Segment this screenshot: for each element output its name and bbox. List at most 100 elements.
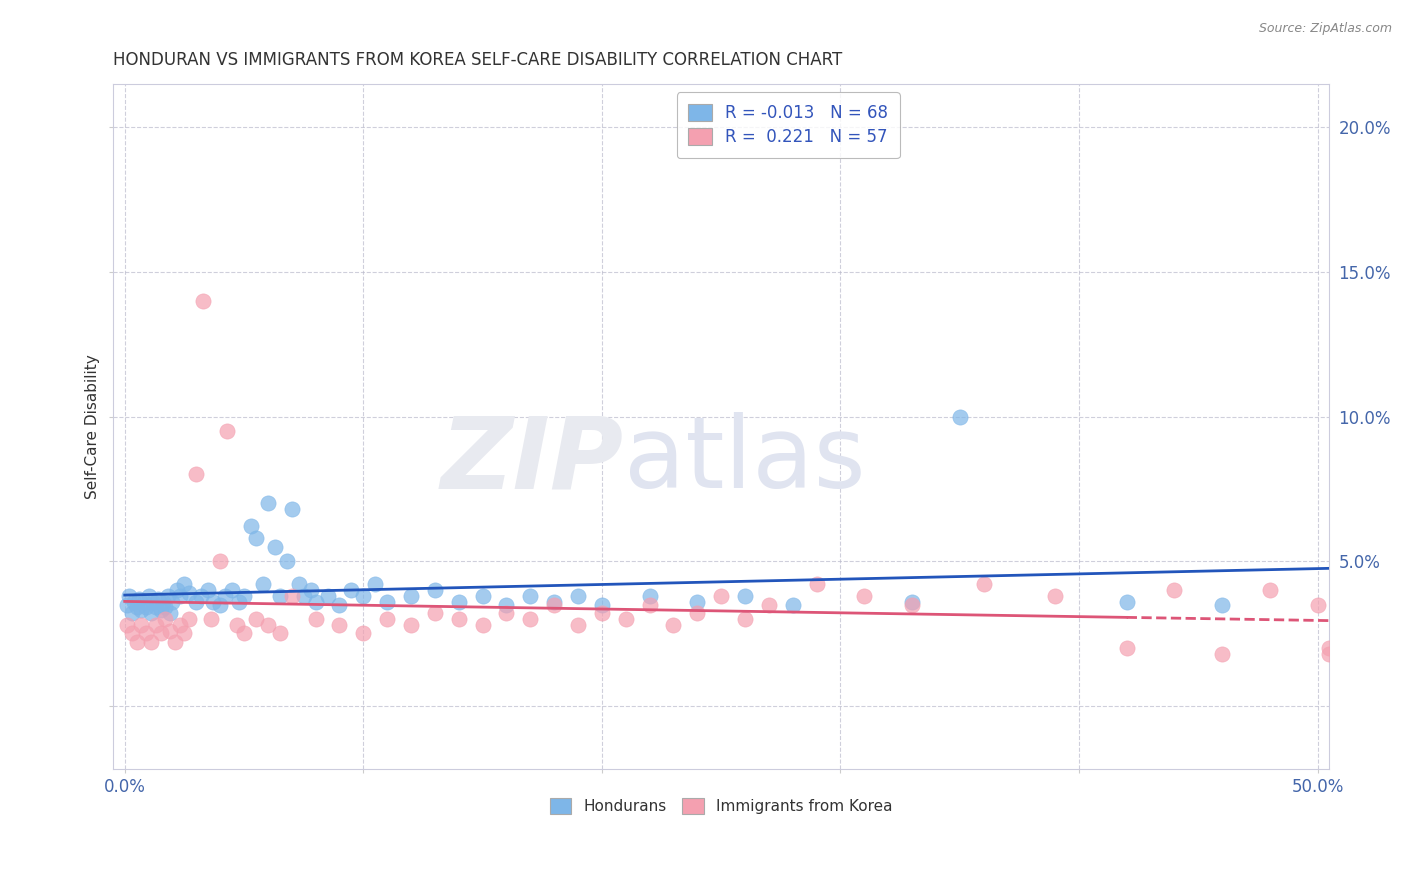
Point <box>276 554 298 568</box>
Point <box>121 606 143 620</box>
Point <box>662 617 685 632</box>
Point <box>115 617 138 632</box>
Point <box>115 598 138 612</box>
Text: atlas: atlas <box>624 412 866 509</box>
Point <box>299 583 322 598</box>
Point <box>423 606 446 620</box>
Point <box>132 594 155 608</box>
Point <box>122 594 145 608</box>
Point <box>543 598 565 612</box>
Point <box>567 589 589 603</box>
Point <box>686 606 709 620</box>
Point <box>1306 598 1329 612</box>
Point <box>399 589 422 603</box>
Point <box>149 603 172 617</box>
Point <box>614 612 637 626</box>
Point <box>519 589 541 603</box>
Point <box>591 598 613 612</box>
Point <box>128 591 150 606</box>
Point <box>139 606 162 620</box>
Point <box>543 594 565 608</box>
Point <box>155 612 177 626</box>
Point <box>495 598 517 612</box>
Point <box>519 612 541 626</box>
Point <box>304 612 326 626</box>
Point <box>806 577 828 591</box>
Point <box>131 617 153 632</box>
Point <box>853 589 876 603</box>
Point <box>352 589 374 603</box>
Point <box>217 424 239 438</box>
Point <box>375 612 398 626</box>
Point <box>782 598 804 612</box>
Point <box>1211 598 1233 612</box>
Point <box>163 635 186 649</box>
Point <box>145 600 167 615</box>
Point <box>495 606 517 620</box>
Point <box>710 589 733 603</box>
Point <box>257 617 280 632</box>
Point <box>269 626 291 640</box>
Point <box>949 409 972 424</box>
Point <box>280 502 302 516</box>
Point <box>209 598 232 612</box>
Text: HONDURAN VS IMMIGRANTS FROM KOREA SELF-CARE DISABILITY CORRELATION CHART: HONDURAN VS IMMIGRANTS FROM KOREA SELF-C… <box>112 51 842 69</box>
Point <box>156 589 179 603</box>
Point <box>146 591 169 606</box>
Point <box>638 598 661 612</box>
Point <box>135 600 157 615</box>
Point <box>973 577 995 591</box>
Point <box>159 624 181 638</box>
Point <box>288 577 311 591</box>
Point <box>190 589 212 603</box>
Point <box>152 594 174 608</box>
Point <box>340 583 363 598</box>
Point <box>173 626 195 640</box>
Point <box>1043 589 1066 603</box>
Point <box>304 594 326 608</box>
Point <box>125 600 148 615</box>
Point <box>186 467 208 482</box>
Point <box>447 594 470 608</box>
Point <box>221 583 243 598</box>
Point <box>734 612 756 626</box>
Point <box>245 612 267 626</box>
Point <box>471 617 494 632</box>
Point <box>166 583 188 598</box>
Point <box>264 540 287 554</box>
Point <box>125 635 148 649</box>
Point <box>375 594 398 608</box>
Point <box>1115 640 1137 655</box>
Point <box>139 635 162 649</box>
Point <box>352 626 374 640</box>
Point <box>1115 594 1137 608</box>
Point <box>423 583 446 598</box>
Point <box>233 626 256 640</box>
Y-axis label: Self-Care Disability: Self-Care Disability <box>86 354 100 500</box>
Point <box>193 293 215 308</box>
Point <box>214 589 236 603</box>
Point <box>901 598 924 612</box>
Point <box>638 589 661 603</box>
Point <box>159 606 181 620</box>
Point <box>169 617 191 632</box>
Point <box>1163 583 1185 598</box>
Point <box>201 594 224 608</box>
Point <box>686 594 709 608</box>
Point <box>145 617 167 632</box>
Point <box>155 600 177 615</box>
Point <box>225 617 247 632</box>
Point <box>131 603 153 617</box>
Point <box>186 594 208 608</box>
Point <box>1258 583 1281 598</box>
Point <box>142 594 165 608</box>
Point <box>149 626 172 640</box>
Point <box>901 594 924 608</box>
Point <box>197 583 219 598</box>
Point <box>1319 640 1341 655</box>
Point <box>328 598 350 612</box>
Point <box>118 589 141 603</box>
Point <box>162 594 184 608</box>
Point <box>173 577 195 591</box>
Point <box>179 612 201 626</box>
